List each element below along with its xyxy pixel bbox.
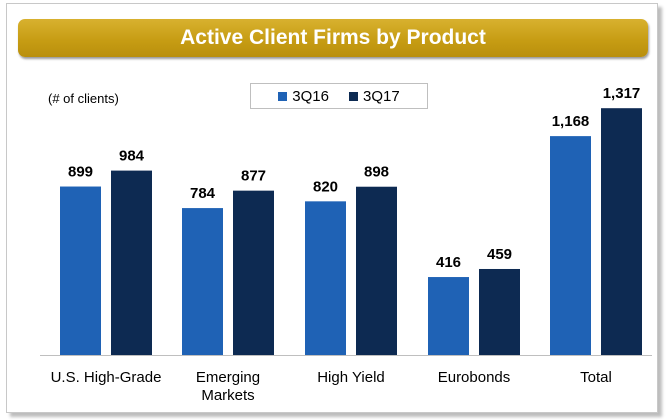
chart-legend: 3Q16 3Q17 (250, 83, 428, 109)
bar-3q17-3 (479, 268, 520, 355)
data-label-3q17-0: 984 (119, 148, 145, 165)
bar-3q17-1 (233, 190, 274, 355)
x-tick-label-2-0: High Yield (317, 369, 385, 386)
data-label-3q16-1: 784 (190, 185, 216, 202)
legend-label-3q16: 3Q16 (292, 87, 329, 105)
legend-item-3q16: 3Q16 (278, 88, 329, 105)
legend-label-3q17: 3Q17 (363, 87, 400, 105)
x-tick-label-1-0: Emerging (196, 369, 260, 386)
bar-3q16-2 (305, 201, 346, 355)
bar-3q16-3 (428, 277, 469, 355)
data-label-3q16-2: 820 (313, 178, 338, 195)
bar-3q17-4 (601, 108, 642, 355)
bar-3q16-4 (550, 136, 591, 355)
bar-3q16-1 (182, 208, 223, 355)
data-label-3q16-4: 1,168 (552, 113, 590, 130)
legend-item-3q17: 3Q17 (349, 88, 400, 105)
legend-swatch-3q17 (349, 91, 358, 101)
data-label-3q16-3: 416 (436, 254, 461, 271)
x-tick-label-0-0: U.S. High-Grade (51, 369, 162, 386)
bar-3q17-2 (356, 186, 397, 355)
y-units-label: (# of clients) (48, 91, 119, 106)
data-label-3q17-3: 459 (487, 246, 512, 263)
x-tick-label-4-0: Total (580, 369, 612, 386)
chart-title: Active Client Firms by Product (180, 26, 486, 49)
bar-3q16-0 (60, 186, 101, 355)
chart-title-banner: Active Client Firms by Product (18, 19, 648, 57)
x-tick-label-3-0: Eurobonds (438, 369, 511, 386)
data-label-3q16-0: 899 (68, 164, 93, 181)
data-label-3q17-1: 877 (241, 168, 266, 185)
x-tick-label-1-1: Markets (201, 387, 254, 404)
legend-swatch-3q16 (278, 91, 288, 101)
data-label-3q17-2: 898 (364, 164, 389, 181)
data-label-3q17-4: 1,317 (603, 85, 641, 102)
bar-3q17-0 (111, 170, 152, 355)
